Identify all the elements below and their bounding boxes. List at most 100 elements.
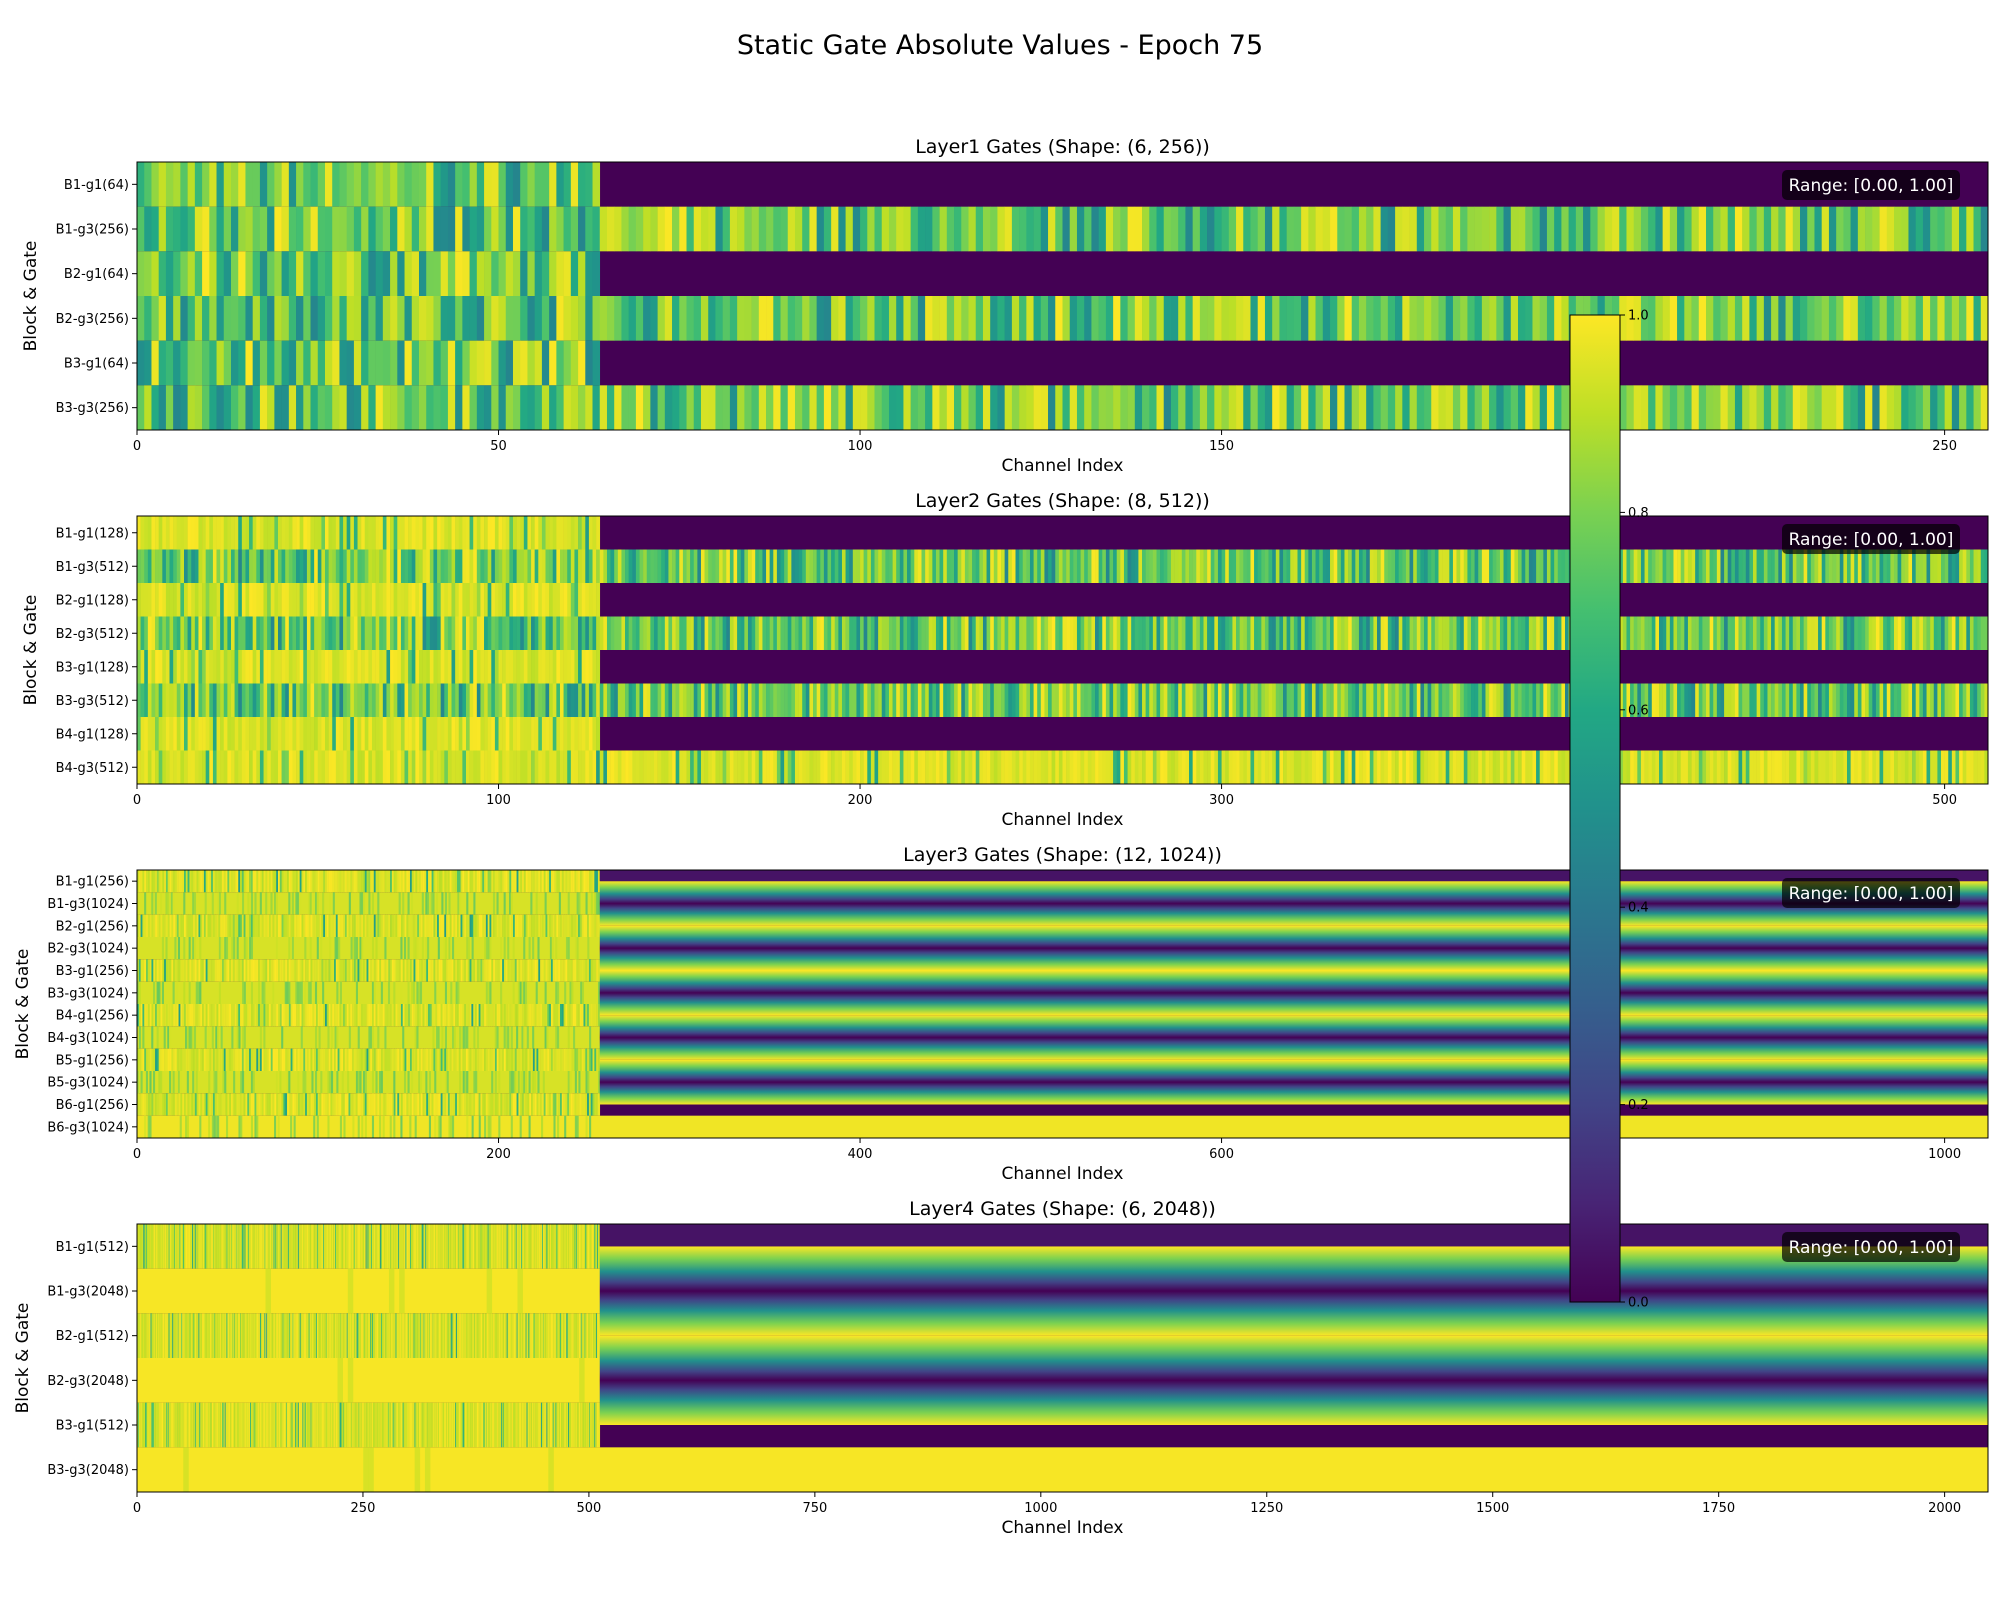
heatmap-cell <box>368 549 373 583</box>
heatmap-cell <box>541 870 545 893</box>
heatmap-cell <box>391 959 394 982</box>
heatmap-cell <box>1850 385 1859 430</box>
heatmap-cell <box>888 385 897 430</box>
heatmap-cell <box>178 1004 181 1027</box>
heatmap-cell <box>1872 683 1877 717</box>
heatmap-cell <box>520 750 525 784</box>
heatmap-cell <box>646 549 651 583</box>
heatmap-cell <box>382 959 385 982</box>
heatmap-cell <box>232 914 235 937</box>
heatmap-cell <box>258 959 261 982</box>
heatmap-cell <box>169 583 174 617</box>
heatmap-cell <box>1037 750 1042 784</box>
heatmap-cell <box>452 937 455 960</box>
heatmap-cell <box>1138 616 1143 650</box>
heatmap-cell <box>1984 616 1989 650</box>
heatmap-cell <box>448 937 451 960</box>
heatmap-cell <box>147 583 152 617</box>
heatmap-cell <box>950 616 955 650</box>
heatmap-cell <box>961 296 969 341</box>
heatmap-cell <box>460 870 463 893</box>
heatmap-cell <box>1011 549 1016 583</box>
heatmap-cell <box>1181 683 1186 717</box>
heatmap-cell <box>442 1004 445 1027</box>
heatmap-cell <box>1763 206 1772 252</box>
heatmap-cell <box>1366 385 1374 430</box>
heatmap-cell <box>914 549 919 583</box>
heatmap-cell <box>874 750 879 784</box>
heatmap-cell <box>155 870 158 893</box>
heatmap-cell <box>1753 750 1757 784</box>
heatmap-cell <box>209 516 214 550</box>
heatmap-cell <box>308 870 311 893</box>
heatmap-cell <box>295 981 298 1004</box>
heatmap-cell <box>431 914 434 937</box>
heatmap-cell <box>1304 683 1309 717</box>
heatmap-cell <box>429 549 434 583</box>
heatmap-cell <box>494 1026 497 1049</box>
heatmap-cell <box>583 914 586 937</box>
heatmap-cell <box>1843 683 1848 717</box>
heatmap-cell <box>1713 616 1718 650</box>
heatmap-cell <box>491 616 496 650</box>
heatmap-cell <box>227 870 230 893</box>
heatmap-cell <box>446 1004 449 1027</box>
heatmap-cell <box>165 340 174 386</box>
heatmap-cell <box>451 750 456 784</box>
heatmap-cell <box>704 616 709 650</box>
heatmap-cell <box>377 892 380 915</box>
heatmap-cell <box>452 1026 455 1049</box>
heatmap-cell <box>1633 206 1642 252</box>
heatmap-cell <box>443 937 446 960</box>
heatmap-cell <box>406 914 409 937</box>
heatmap-cell <box>498 616 503 650</box>
heatmap-cell <box>209 206 217 252</box>
x-tick-label: 500 <box>1932 793 1957 808</box>
heatmap-cell <box>310 583 315 617</box>
heatmap-cell <box>585 892 588 915</box>
heatmap-cell <box>433 870 436 893</box>
heatmap-cell <box>341 1004 344 1027</box>
heatmap-cell <box>268 959 272 982</box>
heatmap-cell <box>1116 683 1121 717</box>
heatmap-cell <box>288 981 291 1004</box>
heatmap-cell <box>1687 616 1692 650</box>
heatmap-cell <box>1228 549 1233 583</box>
heatmap-cell <box>489 914 492 937</box>
heatmap-cell <box>621 549 626 583</box>
heatmap-cell <box>1919 750 1924 784</box>
heatmap-cell <box>140 717 145 751</box>
heatmap-cell <box>243 1004 246 1027</box>
heatmap-cell <box>144 583 149 617</box>
heatmap-cell <box>137 717 141 751</box>
heatmap-cell <box>549 340 557 386</box>
heatmap-cell <box>863 616 868 650</box>
heatmap-cell <box>1546 549 1551 583</box>
heatmap-cell <box>1481 683 1486 717</box>
heatmap-cell <box>1170 616 1175 650</box>
heatmap-cell <box>279 1004 282 1027</box>
heatmap-cell <box>317 959 320 982</box>
heatmap-cell <box>1872 206 1880 252</box>
heatmap-cell <box>366 959 369 982</box>
heatmap-cell <box>878 616 883 650</box>
heatmap-cell <box>928 683 933 717</box>
heatmap-cell <box>220 516 225 550</box>
heatmap-cell <box>187 549 192 583</box>
heatmap-cell <box>238 296 246 341</box>
heatmap-cell <box>346 616 351 650</box>
heatmap-cell <box>411 683 416 717</box>
heatmap-cell <box>281 549 286 583</box>
heatmap-cell <box>375 914 378 937</box>
heatmap-cell <box>409 914 413 937</box>
heatmap-cell <box>167 1026 170 1049</box>
heatmap-cell <box>715 385 723 430</box>
heatmap-cell <box>1843 385 1851 430</box>
heatmap-cell <box>1825 616 1830 650</box>
heatmap-cell <box>1677 616 1682 650</box>
heatmap-cell <box>547 914 550 937</box>
heatmap-cell <box>408 750 413 784</box>
heatmap-cell <box>455 959 458 982</box>
heatmap-cell <box>247 914 250 937</box>
heatmap-cell <box>664 683 669 717</box>
